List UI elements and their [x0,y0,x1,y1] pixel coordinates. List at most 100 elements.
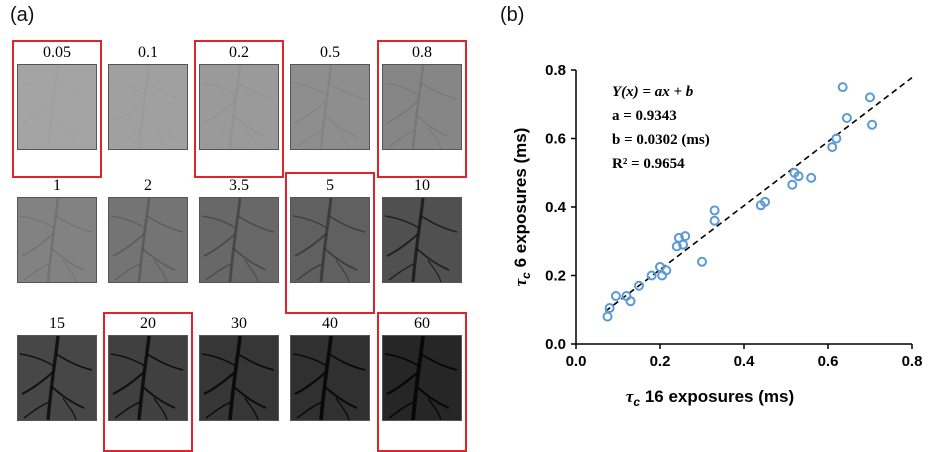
tile-exposure-label: 0.2 [229,44,249,61]
y-axis-title-symbol: τ [511,278,530,286]
image-tile: 0.05 [15,44,99,151]
tile-exposure-label: 3.5 [229,177,249,194]
data-point [841,112,852,123]
data-point [865,92,875,103]
y-tick-label: 0.0 [545,336,566,353]
data-point [625,296,636,307]
scatter-chart: 0.0 0.2 0.4 0.6 0.8 0.0 0.2 0.4 0.6 0.8 Y(x) = ax… [511,62,922,409]
image-tile: 5 [288,177,372,284]
data-point [787,179,798,190]
chart-axes: 0.0 0.2 0.4 0.6 0.8 0.0 0.2 0.4 0.6 0.8 [545,62,922,370]
data-point [831,133,842,144]
equation-line-3: b = 0.0302 (ms) [612,132,710,148]
speckle-image [382,64,462,150]
data-point [697,256,707,267]
tile-exposure-label: 60 [414,315,430,332]
data-point [602,311,613,322]
speckle-image [17,197,97,283]
tile-exposure-label: 30 [231,315,247,332]
tile-exposure-label: 0.5 [320,44,340,61]
data-point [673,232,684,243]
y-axis-title-sub: c [519,272,533,279]
tile-exposure-label: 1 [53,177,61,194]
speckle-image [199,197,279,283]
data-point [680,231,691,242]
speckle-image [290,197,370,283]
x-tick-label: 0.6 [818,353,839,370]
tile-exposure-label: 0.05 [43,44,71,61]
tile-exposure-label: 0.8 [412,44,432,61]
image-tile: 2 [106,177,190,284]
x-axis-title-sub: c [633,395,640,409]
x-axis-title: τc 16 exposures (ms) [626,387,794,409]
y-tick-label: 0.4 [545,199,567,216]
data-point [867,119,878,130]
image-tile: 3.5 [197,177,281,284]
x-tick-label: 0.2 [650,353,671,370]
speckle-image [108,197,188,283]
speckle-image [290,64,370,150]
data-point [709,215,720,226]
tile-exposure-label: 40 [322,315,338,332]
y-tick-label: 0.2 [545,268,566,285]
data-point [610,291,621,302]
image-tile: 20 [106,315,190,422]
speckle-image [17,64,97,150]
panel-a: (a) 0.05 0.1 0.2 0.5 0.8 1 2 3.5 5 10 15 20 30 40 60 [10,4,467,452]
y-tick-label: 0.6 [545,131,566,148]
speckle-image [290,335,370,421]
x-axis-title-symbol: τ [626,387,634,406]
panel-b-letter: (b) [500,4,525,26]
fit-line [604,77,913,312]
panel-b: (b) 0.0 0.2 0.4 0.6 0.8 0.0 0.2 0.4 0.6 0.8 Y(x) … [490,0,929,449]
data-point [806,172,817,183]
speckle-image [17,335,97,421]
data-point [709,205,720,216]
y-axis-title: τc 6 exposures (ms) [511,128,533,287]
tile-exposure-label: 2 [144,177,152,194]
tile-exposure-label: 15 [49,315,65,332]
image-tile: 0.2 [197,44,281,151]
speckle-image [108,64,188,150]
image-tile: 0.1 [106,44,190,151]
equation-line-1: Y(x) = ax + b [612,84,694,100]
image-tile: 1 [15,177,99,284]
data-point [646,270,657,281]
data-point [837,82,848,93]
tile-exposure-label: 5 [326,177,334,194]
tile-exposure-label: 0.1 [138,44,158,61]
image-tile: 60 [380,315,464,422]
data-point [671,241,682,252]
tile-exposure-label: 10 [414,177,430,194]
speckle-image [108,335,188,421]
image-tile: 15 [15,315,99,422]
tile-exposure-label: 20 [140,315,156,332]
equation-box: Y(x) = ax + b a = 0.9343 b = 0.0302 (ms)… [612,84,710,172]
image-tile: 40 [288,315,372,422]
x-tick-label: 0.4 [734,353,756,370]
y-axis-title-text: 6 exposures (ms) [511,128,530,273]
data-points [602,82,878,322]
data-point [827,142,838,153]
fit-line-group [604,77,913,312]
image-tile: 0.5 [288,44,372,151]
x-tick-label: 0.8 [902,353,923,370]
image-tile: 0.8 [380,44,464,151]
speckle-image [382,197,462,283]
speckle-image [199,335,279,421]
data-point [793,171,804,182]
speckle-image [199,64,279,150]
data-point [634,280,644,291]
data-point [604,303,615,314]
equation-line-4: R² = 0.9654 [612,156,685,172]
image-tile: 30 [197,315,281,422]
image-tile: 10 [380,177,464,284]
data-point [661,265,672,276]
data-point [760,196,770,207]
data-point [678,239,689,250]
speckle-image [382,335,462,421]
x-axis-title-text: 16 exposures (ms) [640,387,794,406]
equation-line-2: a = 0.9343 [612,108,677,124]
x-tick-label: 0.0 [566,353,587,370]
panel-a-letter: (a) [10,4,35,26]
